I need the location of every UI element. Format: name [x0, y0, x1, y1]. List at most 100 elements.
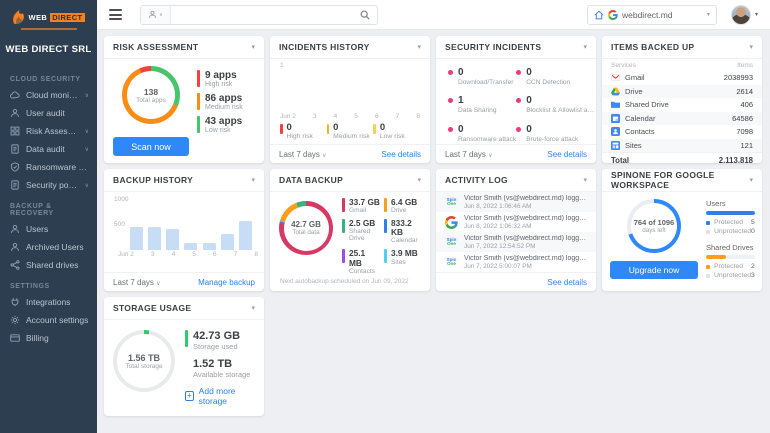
security-stat: 0 Download/Transfer	[448, 67, 516, 87]
user-menu[interactable]: ▾	[730, 4, 758, 25]
card-menu-caret[interactable]: ▾	[251, 177, 255, 184]
section-title-backup-recovery: BACKUP & RECOVERY	[10, 203, 54, 217]
card-menu-caret[interactable]: ▾	[251, 305, 255, 312]
share-icon	[10, 260, 20, 270]
protection-summary: Users Protected 5 Unprotected 0 Shared Dri…	[706, 199, 755, 279]
gmail-icon	[611, 73, 620, 82]
bar	[220, 233, 234, 250]
activity-entry[interactable]: Spin One Victor Smith (vs@webdirect.md) l…	[436, 192, 596, 212]
card-menu-caret[interactable]: ▾	[417, 177, 421, 184]
sidebar-item-security-policies[interactable]: Security policies ∨	[0, 176, 97, 194]
activity-entry[interactable]: Spin One Victor Smith (vs@webdirect.md) l…	[436, 232, 596, 252]
search-icon[interactable]	[360, 10, 370, 20]
see-details-link[interactable]: See details	[381, 149, 421, 159]
bar	[238, 220, 252, 250]
sidebar-item-billing[interactable]: Billing	[0, 329, 97, 347]
user-icon	[10, 108, 20, 118]
sidebar-item-user-audit[interactable]: User audit	[0, 104, 97, 122]
scan-now-button[interactable]: Scan now	[113, 137, 189, 156]
storage-ring-chart: 1.56 TB Total storage	[113, 330, 175, 392]
avatar	[730, 4, 751, 25]
legend-item: 3.9 MB Sites	[384, 249, 422, 274]
search-input[interactable]	[171, 5, 360, 24]
card-title: BACKUP HISTORY	[113, 175, 194, 185]
legend-item: 43 apps Low risk	[197, 116, 243, 134]
table-row[interactable]: Gmail 2038993	[602, 71, 762, 85]
incidents-stats: 0 High risk 0 Medium risk 0 Low risk	[270, 120, 430, 140]
risk-legend: 9 apps High risk 86 apps Medium risk 43 ap…	[197, 66, 243, 156]
period-filter[interactable]: Last 7 days ∨	[445, 149, 493, 159]
add-more-storage-link[interactable]: + Add more storage	[185, 386, 236, 407]
billing-card-icon	[10, 333, 20, 343]
sidebar-item-archived-users[interactable]: Archived Users	[0, 238, 97, 256]
card-menu-caret[interactable]: ▾	[417, 44, 421, 51]
card-spinone-workspace: SPINONE FOR GOOGLE WORKSPACE ▾ 764 of 10…	[602, 169, 762, 291]
legend-item: 6.4 GB Drive	[384, 197, 422, 214]
data-backup-donut-chart: 42.7 GB Total data	[279, 201, 333, 255]
table-row[interactable]: Contacts 7098	[602, 125, 762, 139]
chevron-down-icon: ∨	[84, 146, 89, 153]
card-menu-caret[interactable]: ▾	[251, 44, 255, 51]
sidebar-item-ransomware-protection[interactable]: Ransomware protection	[0, 158, 97, 176]
chevron-down-icon: ∨	[159, 11, 163, 18]
card-items-backed-up: ITEMS BACKED UP ▾ Services Items Gmail 203…	[602, 36, 762, 163]
see-details-link[interactable]: See details	[547, 277, 587, 287]
search-box: ∨	[140, 4, 378, 25]
sidebar-item-integrations[interactable]: Integrations	[0, 293, 97, 311]
table-row[interactable]: Sites 121	[602, 138, 762, 152]
period-filter[interactable]: Last 7 days ∨	[279, 149, 327, 159]
domain-selector[interactable]: webdirect.md ▾	[586, 4, 717, 25]
see-details-link[interactable]: See details	[547, 149, 587, 159]
period-filter[interactable]: Last 7 days ∨	[113, 277, 161, 287]
user-icon	[10, 224, 20, 234]
sidebar-item-cloud-monitor[interactable]: Cloud monitor ∨	[0, 86, 97, 104]
data-backup-legend: 33.7 GB Gmail 6.4 GB Drive 2.5 GB Shared Dr…	[342, 197, 422, 275]
sidebar-item-data-audit[interactable]: Data audit ∨	[0, 140, 97, 158]
legend-item: 25.1 MB Contacts	[342, 249, 380, 275]
bar	[202, 242, 216, 250]
cloud-icon	[10, 90, 20, 100]
table-row[interactable]: Shared Drive 406	[602, 98, 762, 112]
card-risk-assessment: RISK ASSESSMENT ▾ 138 Total apps Scan no…	[104, 36, 264, 163]
card-data-backup: DATA BACKUP ▾ 42.7 GB Total data 33.7 GB…	[270, 169, 430, 291]
card-menu-caret[interactable]: ▾	[583, 44, 587, 51]
y-axis-label: 1	[280, 62, 284, 69]
card-menu-caret[interactable]: ▾	[749, 177, 753, 184]
activity-entry[interactable]: Victor Smith (vs@webdirect.md) logged in…	[436, 212, 596, 232]
sidebar-item-shared-drives[interactable]: Shared drives	[0, 256, 97, 274]
y-axis-label: 1000	[114, 196, 129, 203]
chevron-down-icon: ∨	[84, 92, 89, 99]
legend-item: 2.5 GB Shared Drive	[342, 218, 380, 244]
chevron-down-icon: ▾	[706, 12, 710, 18]
company-logo[interactable]: WEB DIRECT	[0, 0, 97, 34]
manage-backup-link[interactable]: Manage backup	[198, 277, 255, 287]
sidebar-item-users[interactable]: Users	[0, 220, 97, 238]
shield-icon	[10, 162, 20, 172]
logo-text-direct: DIRECT	[50, 13, 85, 22]
upgrade-now-button[interactable]: Upgrade now	[610, 261, 698, 279]
grid-icon	[10, 126, 20, 136]
card-title: RISK ASSESSMENT	[113, 42, 199, 52]
incidents-line-chart: 1	[280, 62, 420, 112]
chevron-down-icon: ∨	[84, 182, 89, 189]
legend-item: 86 apps Medium risk	[197, 93, 243, 111]
activity-entry[interactable]: Spin One Victor Smith (vs@webdirect.md) l…	[446, 254, 587, 270]
sidebar-item-account-settings[interactable]: Account settings	[0, 311, 97, 329]
spinone-icon: Spin One	[446, 256, 457, 266]
search-scope-dropdown[interactable]: ∨	[141, 5, 171, 24]
sidebar-item-risk-assessment[interactable]: Risk Assessment ∨	[0, 122, 97, 140]
table-row[interactable]: Drive 2614	[602, 84, 762, 98]
card-menu-caret[interactable]: ▾	[749, 44, 753, 51]
card-title: SPINONE FOR GOOGLE WORKSPACE	[611, 170, 715, 190]
card-menu-caret[interactable]: ▾	[583, 177, 587, 184]
bar	[166, 229, 180, 250]
contacts-icon	[611, 127, 620, 136]
table-row[interactable]: Calendar 64586	[602, 111, 762, 125]
card-activity-log: ACTIVITY LOG ▾ Spin One Victor Smith (vs@…	[436, 169, 596, 291]
security-stats-grid: 0 Download/Transfer 0 CCN Detection 1 Data …	[436, 59, 596, 144]
hamburger-menu-button[interactable]	[109, 9, 122, 20]
